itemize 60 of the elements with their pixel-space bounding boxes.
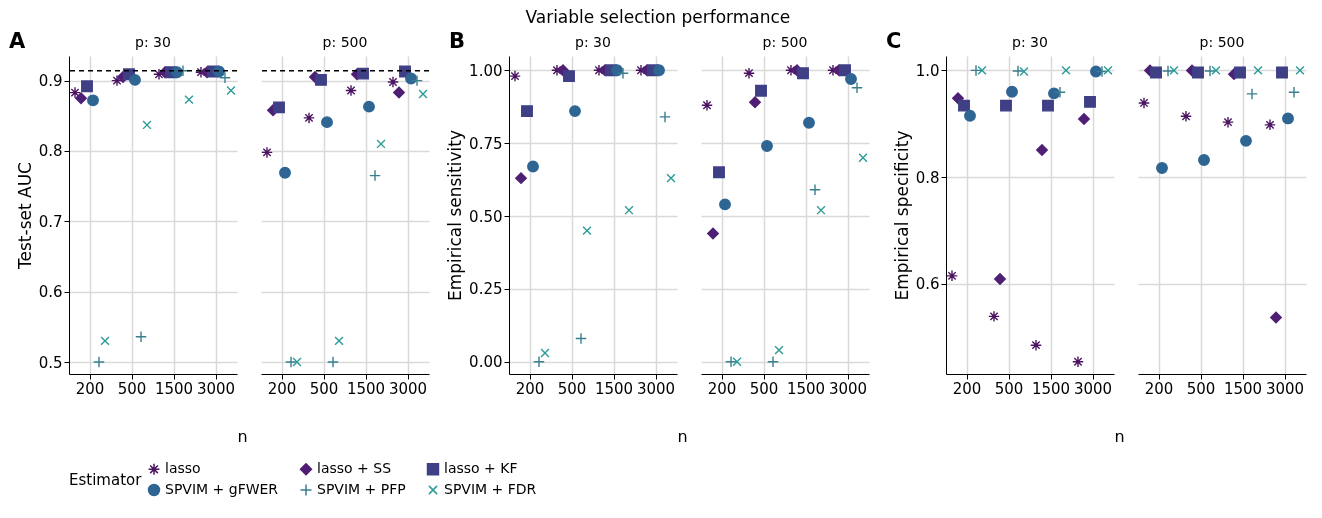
x-tick-label: 200 [75,379,105,398]
chart-title: p: 30 [575,34,611,50]
x-tick-label: 1500 [1031,379,1071,398]
x-tick-label: 1500 [786,379,826,398]
y-tick-label: 0.8 [915,168,940,187]
y-tick-label: 1.00 [469,61,503,80]
x-tick-label: 1500 [1223,379,1263,398]
chart-title: p: 500 [322,34,368,50]
y-axis-title: Empirical specificity [891,130,912,301]
chart-title: p: 30 [1012,34,1048,50]
legend-label: lasso [165,460,201,477]
x-tick-label: 500 [309,379,339,398]
y-tick-label: 0.5 [38,353,63,372]
y-tick-label: 1.0 [915,61,940,80]
legend-label: lasso + KF [444,460,518,477]
y-tick-label: 0.6 [915,275,940,294]
x-axis-title: n [677,426,688,446]
legend-label: SPVIM + FDR [444,481,537,497]
x-tick-label: 200 [515,379,545,398]
chart-title: p: 500 [1199,34,1245,50]
chart-title: p: 500 [762,34,808,50]
y-tick-label: 0.6 [38,283,63,302]
x-tick-label: 3000 [1265,379,1305,398]
text: B [449,29,466,53]
x-axis-title: n [237,426,248,446]
x-tick-label: 1500 [154,379,194,398]
x-tick-label: 200 [267,379,297,398]
text: A [9,29,26,53]
x-tick-label: 3000 [1073,379,1113,398]
y-tick-label: 0.25 [469,280,503,299]
legend-label: lasso + SS [317,460,392,477]
x-tick-label: 1500 [346,379,386,398]
x-tick-label: 3000 [196,379,236,398]
text: Variable selection performance [525,7,791,27]
x-tick-label: 500 [994,379,1024,398]
x-axis-title: n [1114,426,1125,446]
y-axis-title: Empirical sensitivity [445,130,466,301]
legend-title: Estimator [69,471,143,489]
x-tick-label: 500 [749,379,779,398]
y-tick-label: 0.00 [469,353,503,372]
x-tick-label: 1500 [594,379,634,398]
y-axis-title: Test-set AUC [14,162,35,270]
x-tick-label: 200 [707,379,737,398]
x-tick-label: 3000 [636,379,676,398]
x-tick-label: 500 [1186,379,1216,398]
legend-label: SPVIM + gFWER [165,481,279,497]
x-tick-label: 3000 [828,379,868,398]
y-tick-label: 0.7 [38,212,63,231]
legend-label: SPVIM + PFP [317,481,406,497]
x-tick-label: 500 [117,379,147,398]
x-tick-label: 3000 [388,379,428,398]
y-tick-label: 0.75 [469,134,503,153]
x-tick-label: 200 [952,379,982,398]
text: C [886,29,902,53]
y-tick-label: 0.50 [469,207,503,226]
chart-title: p: 30 [135,34,171,50]
x-tick-label: 200 [1144,379,1174,398]
x-tick-label: 500 [557,379,587,398]
y-tick-label: 0.9 [38,72,63,91]
y-tick-label: 0.8 [38,142,63,161]
